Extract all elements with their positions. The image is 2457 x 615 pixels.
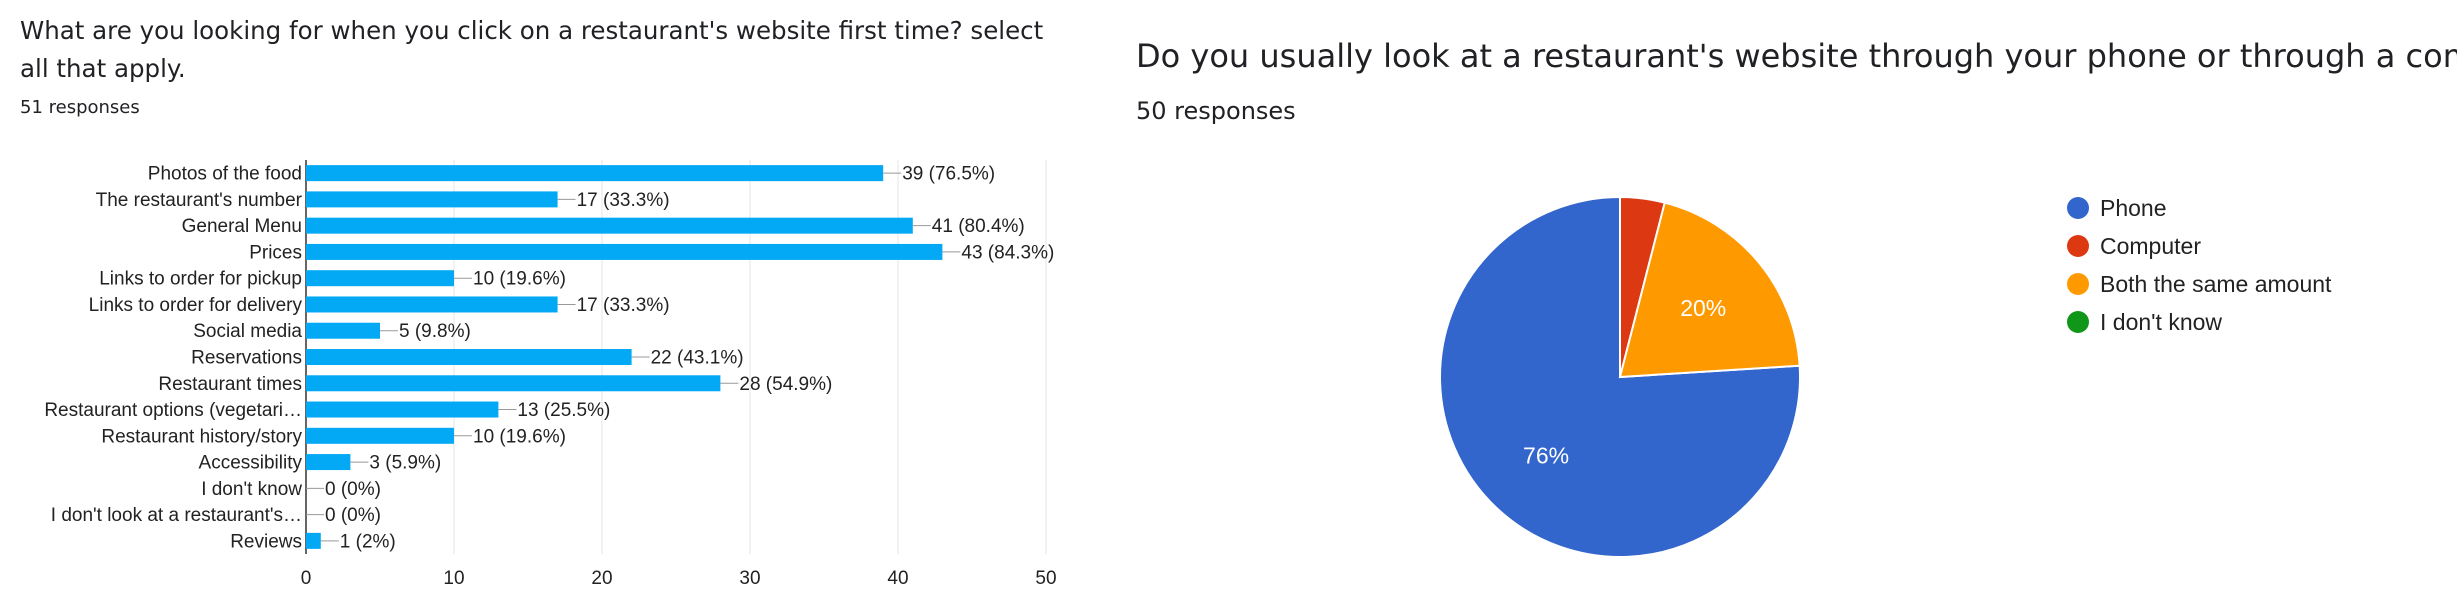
bar bbox=[306, 191, 558, 208]
data-label: 43 (84.3%) bbox=[961, 242, 1054, 263]
left-question-title: What are you looking for when you click … bbox=[20, 16, 1044, 83]
data-label: 39 (76.5%) bbox=[902, 164, 995, 185]
slice-label: 20% bbox=[1680, 295, 1726, 321]
data-label: 10 (19.6%) bbox=[473, 269, 566, 290]
category-label: Accessibility bbox=[199, 453, 303, 474]
category-label: General Menu bbox=[182, 216, 302, 237]
right-question-title: Do you usually look at a restaurant's we… bbox=[1136, 37, 2457, 75]
data-label: 0 (0%) bbox=[325, 505, 381, 526]
data-label: 5 (9.8%) bbox=[399, 321, 471, 342]
pie-slice bbox=[1618, 201, 1801, 379]
bar bbox=[306, 322, 380, 339]
data-label: 0 (0%) bbox=[325, 479, 381, 500]
x-tick-label: 0 bbox=[301, 568, 312, 589]
bar bbox=[306, 296, 558, 313]
right-question-panel: Do you usually look at a restaurant's we… bbox=[1120, 0, 2457, 615]
category-label: Photos of the food bbox=[148, 164, 302, 185]
legend-label: Computer bbox=[2100, 233, 2201, 259]
bar bbox=[306, 427, 454, 444]
category-label: The restaurant's number bbox=[96, 190, 303, 211]
category-label: Links to order for pickup bbox=[99, 269, 302, 290]
bar bbox=[306, 217, 913, 234]
data-label: 17 (33.3%) bbox=[577, 190, 670, 211]
category-label: I don't look at a restaurant's… bbox=[51, 505, 302, 526]
bar bbox=[306, 243, 943, 260]
legend-swatch bbox=[2067, 273, 2089, 295]
bar bbox=[306, 349, 632, 365]
category-label: Reservations bbox=[191, 348, 302, 369]
x-tick-label: 20 bbox=[591, 568, 612, 589]
data-label: 17 (33.3%) bbox=[577, 295, 670, 316]
category-label: Reviews bbox=[230, 531, 302, 552]
bar bbox=[306, 270, 454, 287]
legend-label: Both the same amount bbox=[2100, 271, 2332, 297]
legend-label: I don't know bbox=[2100, 309, 2222, 335]
data-label: 1 (2%) bbox=[340, 531, 396, 552]
legend: Phone Computer Both the same amount I don't… bbox=[2067, 195, 2332, 335]
category-label: Links to order for delivery bbox=[89, 295, 303, 316]
category-label: Prices bbox=[249, 242, 302, 263]
legend-label: Phone bbox=[2100, 195, 2167, 221]
category-label: I don't know bbox=[201, 479, 302, 500]
bar bbox=[306, 401, 499, 418]
data-label: 22 (43.1%) bbox=[651, 348, 744, 369]
legend-swatch bbox=[2067, 311, 2089, 333]
bar-chart: 0 10 20 30 40 50 Photos of the food 39 (76.5%) T… bbox=[44, 160, 1057, 589]
data-label: 10 (19.6%) bbox=[473, 426, 566, 447]
category-label: Restaurant options (vegetari… bbox=[44, 400, 302, 421]
bar bbox=[306, 375, 721, 392]
category-label: Restaurant times bbox=[158, 374, 302, 395]
pie-slice bbox=[1439, 195, 1801, 558]
x-tick-label: 40 bbox=[887, 568, 908, 589]
category-label: Social media bbox=[193, 321, 302, 342]
data-label: 28 (54.9%) bbox=[739, 374, 832, 395]
x-tick-label: 10 bbox=[443, 568, 464, 589]
left-response-count: 51 responses bbox=[20, 97, 140, 118]
left-question-panel: What are you looking for when you click … bbox=[0, 0, 1100, 615]
data-label: 3 (5.9%) bbox=[369, 453, 441, 474]
bar bbox=[306, 165, 884, 182]
bar bbox=[306, 454, 351, 471]
category-label: Restaurant history/story bbox=[101, 426, 302, 447]
right-response-count: 50 responses bbox=[1136, 97, 1296, 125]
data-label: 41 (80.4%) bbox=[932, 216, 1025, 237]
legend-swatch bbox=[2067, 197, 2089, 219]
legend-swatch bbox=[2067, 235, 2089, 257]
data-label: 13 (25.5%) bbox=[517, 400, 610, 421]
pie-chart: 76% 20% Phone Computer Both the same amount I… bbox=[1439, 195, 2332, 558]
x-tick-label: 50 bbox=[1035, 568, 1056, 589]
x-tick-label: 30 bbox=[739, 568, 760, 589]
slice-label: 76% bbox=[1523, 443, 1569, 469]
bar bbox=[306, 532, 321, 549]
